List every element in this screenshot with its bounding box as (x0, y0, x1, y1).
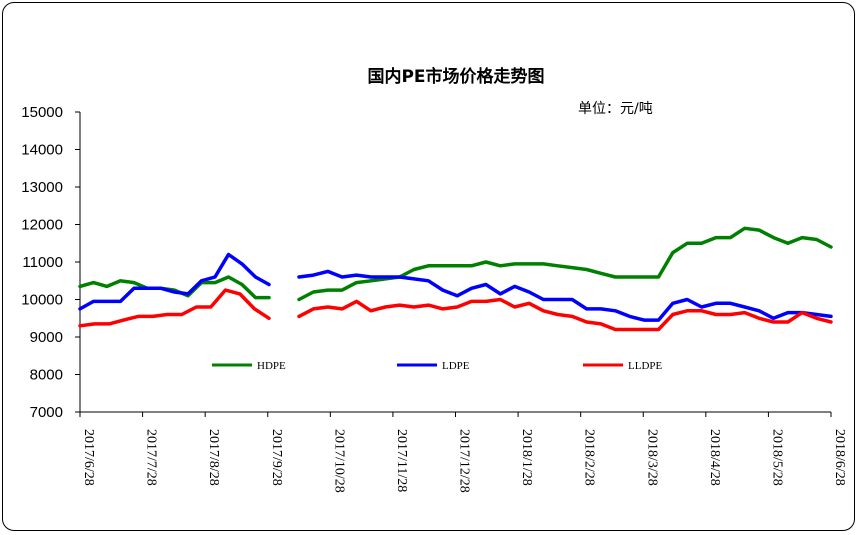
x-tick-label: 2018/2/28 (582, 429, 597, 486)
x-tick-label: 2018/1/28 (519, 429, 534, 486)
x-tick-label: 2017/9/28 (269, 429, 284, 486)
series-line-hdpe (297, 226, 833, 302)
y-tick-label: 10000 (21, 292, 63, 309)
series-line-lldpe (297, 297, 833, 332)
legend-label-ldpe: LDPE (442, 360, 470, 372)
x-tick-label: 2017/8/28 (206, 429, 221, 486)
series-line-hdpe (78, 275, 271, 300)
x-tick-label: 2018/5/28 (769, 429, 784, 486)
x-tick-label: 2017/7/28 (144, 429, 159, 486)
series-line-ldpe (78, 252, 271, 311)
y-tick-label: 14000 (21, 142, 63, 159)
y-tick-label: 8000 (30, 367, 63, 384)
y-tick-label: 15000 (21, 104, 63, 121)
y-tick-label: 9000 (30, 329, 63, 346)
x-tick-label: 2018/4/28 (707, 429, 722, 486)
x-tick-label: 2017/11/28 (394, 429, 409, 492)
y-tick-label: 11000 (22, 254, 63, 271)
legend-label-hdpe: HDPE (257, 360, 286, 372)
x-tick-label: 2017/10/28 (331, 429, 346, 493)
series-line-lldpe (78, 288, 271, 328)
series-layer (78, 226, 833, 332)
x-tick-label: 2017/6/28 (81, 429, 96, 486)
series-line-ldpe (297, 269, 833, 322)
legend: HDPE LDPE LLDPE (212, 360, 663, 372)
x-tick-label: 2018/6/28 (832, 429, 847, 486)
series-ldpe (78, 252, 833, 322)
axes: 7000 8000 9000 10000 11000 12000 13000 14000 150… (21, 104, 847, 493)
unit-label: 单位：元/吨 (578, 101, 653, 117)
legend-label-lldpe: LLDPE (628, 360, 663, 372)
x-tick-label: 2018/3/28 (644, 429, 659, 486)
y-tick-label: 7000 (30, 404, 63, 421)
y-tick-label: 13000 (21, 179, 63, 196)
y-tick-label: 12000 (21, 217, 63, 234)
chart-title: 国内PE市场价格走势图 (367, 66, 544, 87)
series-lldpe (78, 288, 833, 332)
x-tick-label: 2017/12/28 (457, 429, 472, 493)
